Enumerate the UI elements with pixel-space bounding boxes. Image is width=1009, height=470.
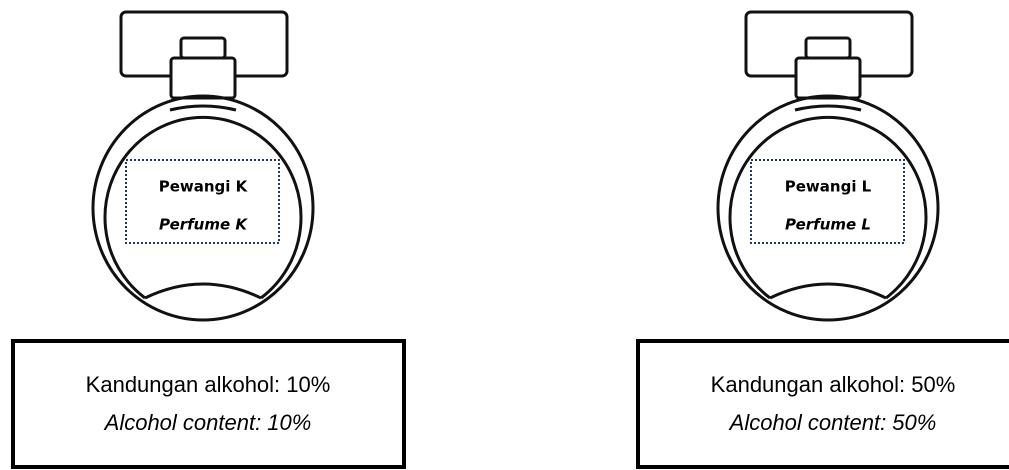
bottle-label-en: Perfume K: [159, 216, 248, 234]
body-base: [144, 282, 262, 300]
label-frame: [125, 159, 280, 244]
content: Kandungan alkohol: 50%: [711, 372, 956, 397]
bottle-label-en: Perfume L: [785, 216, 871, 234]
body-outer: [716, 94, 940, 322]
content-en: Alcohol content: 10%: [103, 410, 312, 435]
content-en: Alcohol content: 50%: [728, 410, 937, 435]
bottle: Pewangi K Perfume K: [91, 10, 315, 322]
perfume-item: Pewangi L Perfume L Kandungan alkohol: 50%…: [636, 10, 1009, 469]
info-box: [11, 339, 406, 469]
collar: [794, 56, 862, 100]
bottle: Pewangi L Perfume L: [716, 10, 940, 322]
collar: [169, 56, 237, 100]
body-inner: [103, 115, 303, 300]
bottle-label: Pewangi K: [159, 178, 249, 196]
body-base: [769, 282, 887, 300]
body-shine: [169, 104, 237, 112]
body-outer: [91, 94, 315, 322]
content: Kandungan alkohol: 10%: [86, 372, 331, 397]
info-box: [636, 339, 1009, 469]
body-inner: [728, 115, 928, 300]
label-frame: [750, 159, 905, 244]
body-shine: [794, 104, 862, 112]
perfume-item: Pewangi K Perfume K Kandungan alkohol: 10%…: [11, 10, 406, 469]
neck-top: [804, 36, 852, 60]
bottle-label: Pewangi L: [785, 178, 872, 196]
neck-top: [179, 36, 227, 60]
